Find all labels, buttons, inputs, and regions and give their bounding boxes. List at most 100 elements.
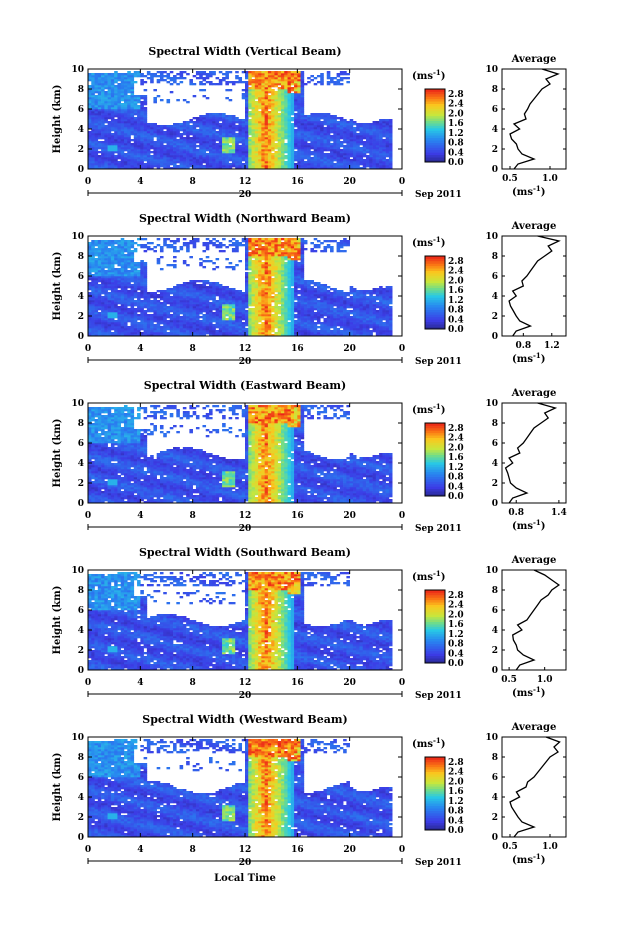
heatmap-cell — [193, 318, 197, 320]
panel-1: Spectral Width (Vertical Beam)Height (km… — [52, 45, 566, 200]
heatmap-cell — [144, 133, 148, 135]
heatmap-cell — [288, 77, 292, 79]
heatmap-cell — [288, 119, 292, 121]
heatmap-cell — [291, 87, 295, 89]
heatmap-cell — [189, 137, 193, 139]
heatmap-cell — [219, 129, 223, 131]
heatmap-cell — [281, 101, 285, 103]
heatmap-cell — [304, 161, 308, 163]
heatmap-cell — [95, 159, 99, 161]
heatmap-cell — [193, 244, 197, 246]
heatmap-cell — [173, 304, 177, 306]
heatmap-cell — [206, 330, 210, 332]
heatmap-cell — [271, 117, 275, 119]
heatmap-cell — [369, 141, 373, 143]
heatmap-cell — [124, 276, 128, 278]
heatmap-cell — [343, 149, 347, 151]
heatmap-cell — [98, 306, 102, 308]
heatmap-cell — [261, 71, 265, 73]
heatmap-cell — [324, 113, 328, 115]
heatmap-cell — [114, 248, 118, 250]
heatmap-cell — [222, 141, 226, 143]
heatmap-cell — [225, 266, 229, 268]
heatmap-cell — [297, 125, 301, 127]
heatmap-cell — [167, 153, 171, 155]
heatmap-cell — [288, 73, 292, 75]
heatmap-cell — [117, 161, 121, 163]
heatmap-cell — [91, 322, 95, 324]
heatmap-cell — [121, 149, 125, 151]
heatmap-cell — [209, 316, 213, 318]
heatmap-cell — [333, 151, 337, 153]
heatmap-cell — [101, 107, 105, 109]
heatmap-cell — [157, 244, 161, 246]
heatmap-cell — [95, 81, 99, 83]
heatmap-cell — [163, 161, 167, 163]
heatmap-cell — [202, 131, 206, 133]
heatmap-cell — [147, 320, 151, 322]
heatmap-cell — [127, 318, 131, 320]
heatmap-cell — [291, 71, 295, 73]
heatmap-cell — [281, 87, 285, 89]
heatmap-cell — [137, 328, 141, 330]
heatmap-cell — [137, 330, 141, 332]
heatmap-cell — [363, 145, 367, 147]
heatmap-cell — [98, 151, 102, 153]
heatmap-cell — [222, 328, 226, 330]
heatmap-cell — [140, 310, 144, 312]
heatmap-cell — [127, 246, 131, 248]
heatmap-cell — [248, 139, 252, 141]
heatmap-cell — [320, 139, 324, 141]
heatmap-cell — [153, 163, 157, 165]
heatmap-cell — [95, 258, 99, 260]
heatmap-cell — [140, 73, 144, 75]
heatmap-cell — [108, 326, 112, 328]
heatmap-cell — [117, 91, 121, 93]
heatmap-cell — [271, 139, 275, 141]
heatmap-cell — [225, 73, 229, 75]
heatmap-cell — [150, 242, 154, 244]
heatmap-cell — [248, 121, 252, 123]
heatmap-cell — [389, 133, 393, 135]
heatmap-cell — [307, 155, 311, 157]
heatmap-cell — [225, 127, 229, 129]
heatmap-cell — [297, 81, 301, 83]
heatmap-cell — [281, 145, 285, 147]
heatmap-cell — [363, 143, 367, 145]
heatmap-cell — [242, 318, 246, 320]
heatmap-cell — [252, 147, 256, 149]
heatmap-cell — [157, 133, 161, 135]
heatmap-cell — [235, 294, 239, 296]
heatmap-cell — [343, 159, 347, 161]
heatmap-cell — [324, 157, 328, 159]
heatmap-cell — [202, 139, 206, 141]
heatmap-cell — [363, 141, 367, 143]
heatmap-cell — [271, 127, 275, 129]
heatmap-cell — [235, 304, 239, 306]
heatmap-cell — [196, 310, 200, 312]
heatmap-cell — [268, 165, 272, 167]
heatmap-cell — [163, 165, 167, 167]
heatmap-cell — [297, 119, 301, 121]
heatmap-cell — [206, 248, 210, 250]
heatmap-cell — [104, 85, 108, 87]
heatmap-cell — [98, 254, 102, 256]
heatmap-cell — [91, 151, 95, 153]
heatmap-cell — [180, 246, 184, 248]
heatmap-cell — [232, 125, 236, 127]
heatmap-cell — [268, 97, 272, 99]
heatmap-cell — [268, 155, 272, 157]
heatmap-cell — [88, 105, 92, 107]
heatmap-cell — [232, 135, 236, 137]
heatmap-cell — [88, 292, 92, 294]
heatmap-cell — [232, 157, 236, 159]
heatmap-cell — [101, 123, 105, 125]
heatmap-cell — [101, 145, 105, 147]
heatmap-cell — [268, 131, 272, 133]
heatmap-cell — [121, 141, 125, 143]
heatmap-cell — [212, 302, 216, 304]
heatmap-cell — [167, 159, 171, 161]
heatmap-cell — [301, 77, 305, 79]
heatmap-cell — [242, 125, 246, 127]
